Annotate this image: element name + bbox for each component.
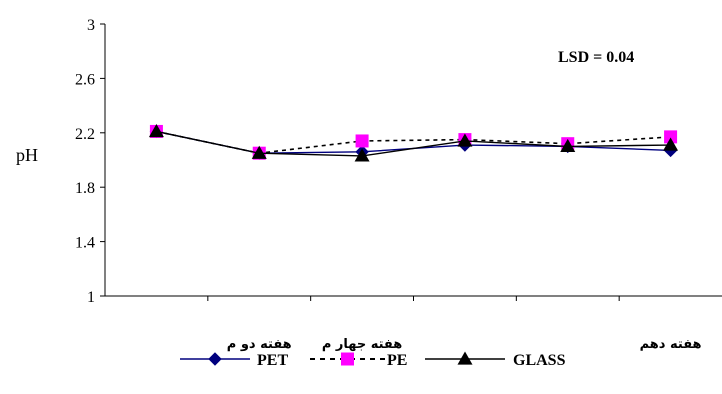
series-glass xyxy=(148,123,679,162)
data-point-glass xyxy=(251,145,267,159)
lsd-annotation: LSD = 0.04 xyxy=(558,49,634,66)
legend-label: PE xyxy=(387,352,407,369)
y-axis-label: pH xyxy=(16,145,38,165)
y-tick-label: 2.6 xyxy=(75,71,95,88)
legend-marker-glass xyxy=(457,351,473,365)
data-point-pe xyxy=(664,130,678,144)
y-tick-label: 1.4 xyxy=(75,235,95,252)
legend-marker-pe xyxy=(341,352,354,366)
x-tick-label: هفته جهار م xyxy=(322,337,402,352)
y-tick-label: 3 xyxy=(87,17,95,34)
legend-item-pe: PE xyxy=(310,352,407,369)
legend: PET PE GLASS xyxy=(180,351,566,369)
legend-label: GLASS xyxy=(513,352,566,369)
series-pet xyxy=(149,124,678,160)
series-pe xyxy=(149,124,678,160)
data-point-glass xyxy=(457,133,473,147)
y-ticks: 1 1.4 1.8 2.2 2.6 3 xyxy=(75,17,105,306)
data-point-glass xyxy=(663,137,679,151)
legend-marker-pet xyxy=(208,352,222,366)
data-point-glass xyxy=(560,138,576,153)
legend-item-pet: PET xyxy=(180,352,288,369)
y-tick-label: 1 xyxy=(87,289,95,306)
data-point-glass xyxy=(354,148,370,162)
x-ticks: هفته دو م هفته جهار م هفته دهم xyxy=(207,296,702,352)
x-tick-label: هفته دهم xyxy=(640,337,702,352)
series-line-glass xyxy=(156,130,671,157)
y-tick-label: 2.2 xyxy=(75,126,95,143)
y-tick-label: 1.8 xyxy=(75,180,95,197)
x-tick-label: هفته دو م xyxy=(227,337,292,352)
y-axis: 1 1.4 1.8 2.2 2.6 3 xyxy=(75,17,106,306)
series-layer xyxy=(148,123,679,162)
legend-label: PET xyxy=(257,352,288,369)
data-point-pe xyxy=(355,134,369,148)
data-point-glass xyxy=(148,123,164,138)
series-line-pe xyxy=(156,130,671,155)
legend-item-glass: GLASS xyxy=(425,351,566,369)
x-axis: هفته دو م هفته جهار م هفته دهم xyxy=(105,295,722,352)
